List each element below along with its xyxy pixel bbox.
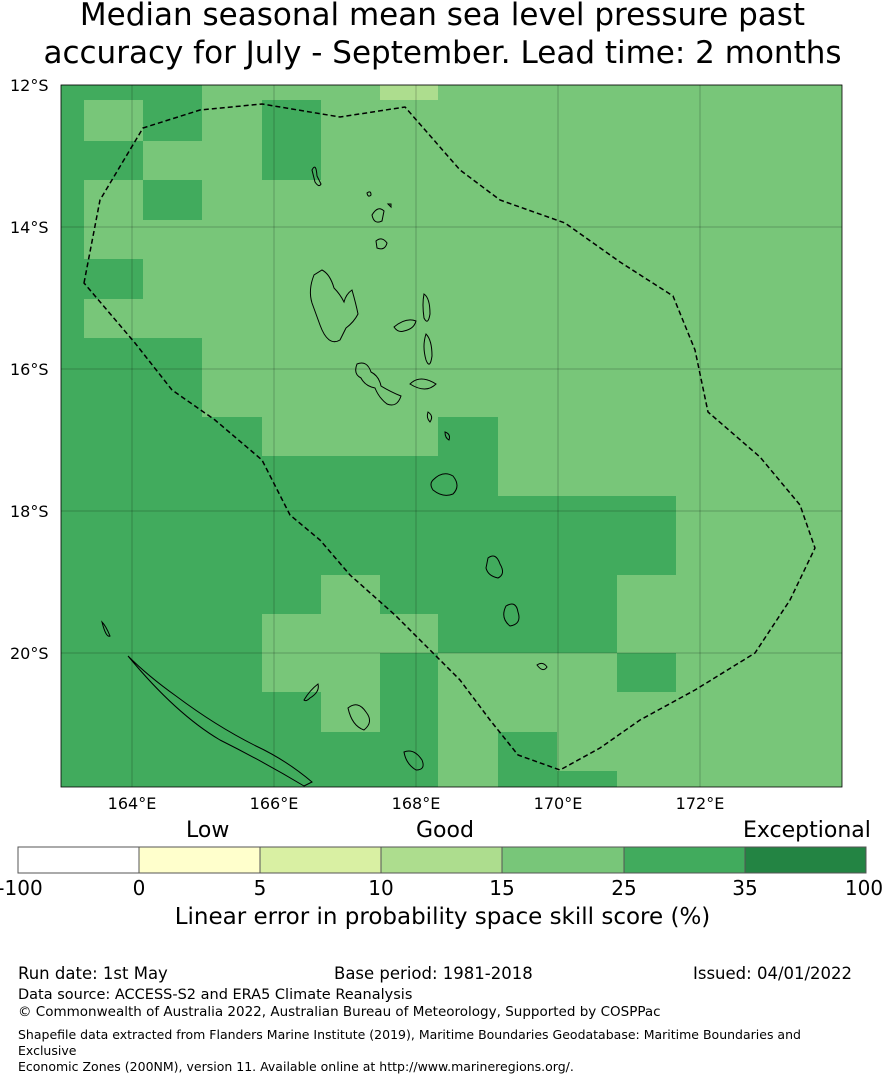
- copyright: © Commonwealth of Australia 2022, Austra…: [18, 1004, 661, 1020]
- lon-label: 168°E: [392, 794, 441, 813]
- map-title: Median seasonal mean sea level pressure …: [0, 0, 885, 72]
- islands: [101, 166, 548, 787]
- colorbar-tick: 10: [368, 876, 394, 900]
- base-period: Base period: 1981-2018: [334, 964, 533, 983]
- colorbar-tick: 5: [253, 876, 267, 900]
- lat-label: 20°S: [10, 644, 49, 663]
- colorbar-segment: [17, 846, 140, 874]
- issued-date: Issued: 04/01/2022: [693, 964, 853, 983]
- eez-boundary: [83, 103, 816, 771]
- legend-exceptional: Exceptional: [743, 818, 871, 843]
- colorbar-tick: 0: [132, 876, 146, 900]
- lat-label: 18°S: [10, 502, 49, 521]
- latitude-labels: 12°S 14°S 16°S 18°S 20°S: [10, 76, 49, 663]
- lat-label: 16°S: [10, 360, 49, 379]
- data-source: Data source: ACCESS-S2 and ERA5 Climate …: [18, 987, 413, 1003]
- shapefile-note: Shapefile data extracted from Flanders M…: [18, 1027, 858, 1075]
- lon-label: 172°E: [676, 794, 725, 813]
- shapefile-note-line: Economic Zones (200NM), version 11. Avai…: [18, 1059, 574, 1074]
- colorbar-segment: [259, 846, 382, 874]
- skill-map: [60, 84, 843, 788]
- shapefile-note-line: Shapefile data extracted from Flanders M…: [18, 1027, 801, 1058]
- lon-label: 170°E: [534, 794, 583, 813]
- lat-label: 14°S: [10, 218, 49, 237]
- colorbar-tick: 25: [611, 876, 637, 900]
- colorbar-tick: 100: [844, 876, 884, 900]
- run-date: Run date: 1st May: [18, 964, 168, 983]
- lon-label: 166°E: [250, 794, 299, 813]
- title-line-2: accuracy for July - September. Lead time…: [43, 35, 842, 71]
- skill-cell-light: [380, 85, 438, 100]
- colorbar-tick: -100: [0, 876, 43, 900]
- map-frame: [60, 84, 843, 788]
- lat-label: 12°S: [10, 76, 49, 95]
- colorbar-segment: [623, 846, 746, 874]
- legend-low: Low: [186, 818, 230, 843]
- legend-good: Good: [416, 818, 474, 843]
- longitude-labels: 164°E 166°E 168°E 170°E 172°E: [108, 794, 725, 813]
- title-line-1: Median seasonal mean sea level pressure …: [79, 0, 806, 33]
- colorbar-tick: 35: [732, 876, 758, 900]
- colorbar-segment: [501, 846, 625, 874]
- colorbar-tick: 15: [489, 876, 515, 900]
- colorbar-segment: [744, 846, 867, 874]
- colorbar: [17, 846, 867, 874]
- colorbar-title: Linear error in probability space skill …: [174, 904, 711, 930]
- colorbar-segment: [380, 846, 503, 874]
- colorbar-segment: [138, 846, 261, 874]
- skill-cells-medium: [262, 575, 438, 692]
- lon-label: 164°E: [108, 794, 157, 813]
